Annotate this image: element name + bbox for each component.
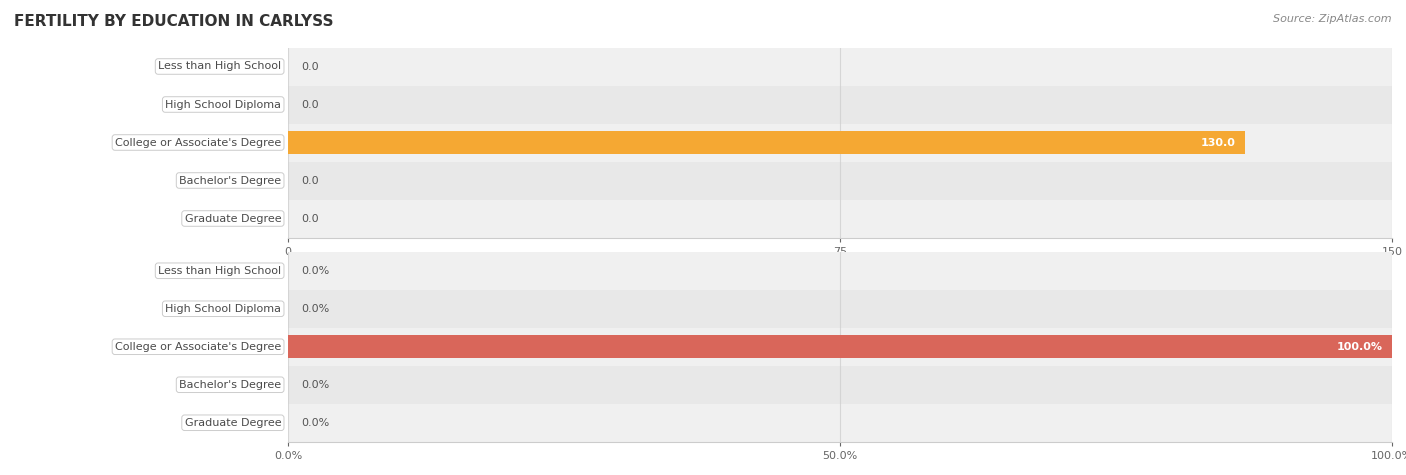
Text: 0.0%: 0.0% bbox=[301, 380, 330, 390]
Text: Graduate Degree: Graduate Degree bbox=[184, 418, 281, 428]
Text: 0.0: 0.0 bbox=[301, 99, 319, 110]
Bar bbox=[288, 252, 1392, 290]
Bar bbox=[288, 200, 1392, 238]
Bar bbox=[288, 328, 1392, 366]
Text: College or Associate's Degree: College or Associate's Degree bbox=[115, 342, 281, 352]
Bar bbox=[288, 86, 1392, 124]
Bar bbox=[288, 48, 1392, 86]
Bar bbox=[288, 124, 1392, 162]
Bar bbox=[288, 335, 1392, 358]
Text: Graduate Degree: Graduate Degree bbox=[184, 213, 281, 224]
Text: 0.0: 0.0 bbox=[301, 175, 319, 186]
Text: Bachelor's Degree: Bachelor's Degree bbox=[179, 380, 281, 390]
Text: Less than High School: Less than High School bbox=[157, 266, 281, 276]
Text: College or Associate's Degree: College or Associate's Degree bbox=[115, 137, 281, 148]
Bar bbox=[288, 131, 1244, 154]
Bar bbox=[288, 404, 1392, 442]
Text: 0.0: 0.0 bbox=[301, 61, 319, 72]
Bar bbox=[288, 290, 1392, 328]
Bar bbox=[288, 162, 1392, 199]
Text: 0.0%: 0.0% bbox=[301, 304, 330, 314]
Text: High School Diploma: High School Diploma bbox=[165, 304, 281, 314]
Text: 100.0%: 100.0% bbox=[1337, 342, 1384, 352]
Text: 0.0%: 0.0% bbox=[301, 418, 330, 428]
Text: 0.0%: 0.0% bbox=[301, 266, 330, 276]
Text: Bachelor's Degree: Bachelor's Degree bbox=[179, 175, 281, 186]
Text: High School Diploma: High School Diploma bbox=[165, 99, 281, 110]
Bar bbox=[288, 366, 1392, 404]
Text: 130.0: 130.0 bbox=[1201, 137, 1236, 148]
Text: FERTILITY BY EDUCATION IN CARLYSS: FERTILITY BY EDUCATION IN CARLYSS bbox=[14, 14, 333, 29]
Text: Source: ZipAtlas.com: Source: ZipAtlas.com bbox=[1274, 14, 1392, 24]
Text: 0.0: 0.0 bbox=[301, 213, 319, 224]
Text: Less than High School: Less than High School bbox=[157, 61, 281, 72]
